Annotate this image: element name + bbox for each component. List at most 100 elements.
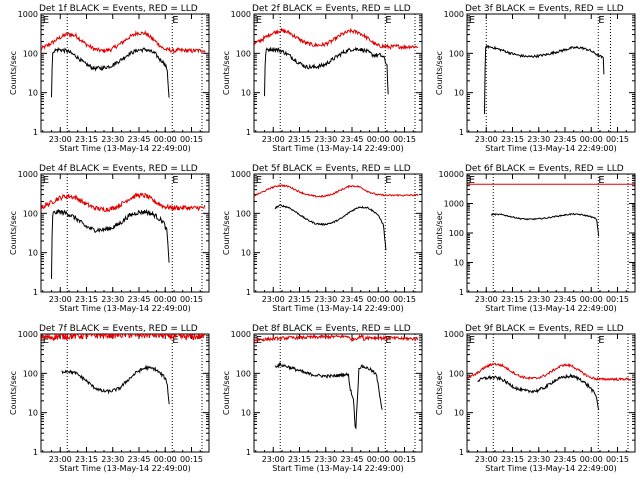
y-tick-label: 10 — [241, 409, 251, 418]
x-tick-label: 23:45 — [340, 295, 363, 304]
y-tick-label: 10 — [241, 89, 251, 98]
y-tick-label: 10 — [454, 259, 464, 268]
x-tick-label: 23:30 — [527, 455, 550, 464]
x-tick-label: 23:00 — [49, 295, 72, 304]
marker-e-label: E — [598, 335, 604, 346]
chart-title: Det 9f BLACK = Events, RED = LLD — [465, 324, 624, 334]
x-tick-label: 23:00 — [475, 455, 498, 464]
x-tick-label: 00:15 — [180, 295, 203, 304]
y-axis-label: Counts/sec — [435, 211, 444, 255]
y-axis-label: Counts/sec — [435, 51, 444, 95]
x-tick-label: 23:15 — [501, 455, 524, 464]
lld-series-line — [41, 192, 206, 213]
plot-frame — [40, 173, 210, 293]
y-tick-label: 1 — [33, 288, 38, 297]
y-tick-label: 100 — [449, 49, 464, 58]
x-tick-label: 23:30 — [527, 295, 550, 304]
y-tick-label: 1000 — [444, 200, 464, 209]
chart-title: Det 1f BLACK = Events, RED = LLD — [39, 4, 198, 14]
marker-e-label: E — [598, 175, 604, 186]
plot-frame — [40, 13, 210, 133]
x-tick-label: 00:15 — [180, 135, 203, 144]
chart-title: Det 2f BLACK = Events, RED = LLD — [252, 4, 411, 14]
y-tick-label: 1000 — [18, 170, 38, 179]
events-series-line — [274, 361, 383, 430]
marker-e-label: E — [469, 15, 475, 26]
x-axis-label: Start Time (13-May-14 22:49:00) — [272, 464, 403, 473]
x-axis-label: Start Time (13-May-14 22:49:00) — [485, 144, 616, 153]
x-tick-label: 00:00 — [367, 455, 390, 464]
events-series-line — [264, 46, 389, 97]
chart-title: Det 7f BLACK = Events, RED = LLD — [39, 324, 198, 334]
x-tick-label: 00:15 — [393, 135, 416, 144]
x-tick-label: 00:15 — [180, 455, 203, 464]
x-axis-label: Start Time (13-May-14 22:49:00) — [59, 464, 190, 473]
marker-e-label: E — [256, 175, 262, 186]
x-tick-label: 23:15 — [75, 455, 98, 464]
lld-series-line — [41, 29, 206, 55]
marker-e-label: E — [385, 15, 391, 26]
y-tick-label: 10 — [28, 89, 38, 98]
y-tick-label: 100 — [236, 49, 251, 58]
x-tick-label: 00:00 — [367, 295, 390, 304]
y-tick-label: 100 — [236, 209, 251, 218]
y-tick-label: 1000 — [18, 330, 38, 339]
x-axis-label: Start Time (13-May-14 22:49:00) — [485, 304, 616, 313]
x-tick-label: 00:00 — [580, 135, 603, 144]
y-tick-label: 1 — [459, 128, 464, 137]
events-series-line — [61, 364, 170, 405]
y-tick-label: 10 — [454, 89, 464, 98]
y-tick-label: 10 — [28, 409, 38, 418]
marker-e-label: E — [469, 335, 475, 346]
x-tick-label: 00:00 — [154, 295, 177, 304]
y-tick-label: 10 — [28, 249, 38, 258]
x-tick-label: 00:15 — [606, 455, 629, 464]
x-tick-label: 23:30 — [314, 455, 337, 464]
marker-e-label: E — [385, 175, 391, 186]
x-tick-label: 23:00 — [262, 455, 285, 464]
x-tick-label: 23:45 — [553, 295, 576, 304]
y-tick-label: 1000 — [231, 10, 251, 19]
y-axis-label: Counts/sec — [222, 51, 231, 95]
x-tick-label: 23:30 — [101, 295, 124, 304]
x-tick-label: 23:15 — [501, 135, 524, 144]
y-tick-label: 1 — [33, 448, 38, 457]
y-tick-label: 1000 — [444, 330, 464, 339]
y-tick-label: 1000 — [18, 10, 38, 19]
y-tick-label: 10 — [241, 249, 251, 258]
lld-series-line — [254, 184, 419, 198]
events-series-line — [491, 212, 600, 237]
lld-series-line — [467, 362, 632, 382]
x-tick-label: 00:15 — [393, 295, 416, 304]
x-tick-label: 00:00 — [580, 295, 603, 304]
x-tick-label: 00:00 — [367, 135, 390, 144]
chart-title: Det 6f BLACK = Events, RED = LLD — [465, 164, 624, 174]
x-tick-label: 23:00 — [262, 295, 285, 304]
y-tick-label: 100 — [23, 369, 38, 378]
marker-e-label: E — [256, 15, 262, 26]
x-tick-label: 23:15 — [75, 295, 98, 304]
x-axis-label: Start Time (13-May-14 22:49:00) — [59, 144, 190, 153]
events-series-line — [484, 44, 605, 114]
marker-e-label: E — [385, 335, 391, 346]
marker-e-label: E — [43, 335, 49, 346]
marker-e-label: E — [172, 15, 178, 26]
x-tick-label: 00:00 — [154, 455, 177, 464]
y-tick-label: 1 — [246, 448, 251, 457]
x-tick-label: 00:15 — [606, 295, 629, 304]
x-tick-label: 23:45 — [340, 135, 363, 144]
marker-e-label: E — [172, 175, 178, 186]
x-tick-label: 23:30 — [314, 295, 337, 304]
y-tick-label: 1 — [459, 448, 464, 457]
y-tick-label: 100 — [449, 229, 464, 238]
x-axis-label: Start Time (13-May-14 22:49:00) — [485, 464, 616, 473]
plot-frame — [466, 13, 636, 133]
y-tick-label: 1 — [33, 128, 38, 137]
